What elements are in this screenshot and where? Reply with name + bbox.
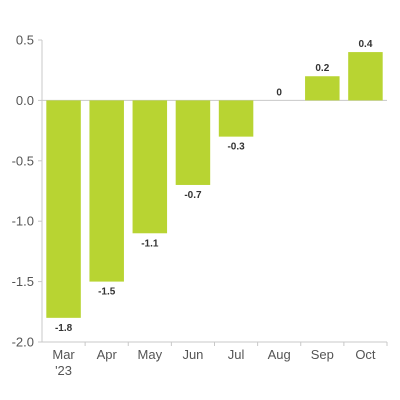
data-label: 0.2 — [315, 63, 329, 74]
bar — [348, 52, 383, 101]
data-label: -0.3 — [227, 142, 245, 153]
x-tick-label-line: '23 — [55, 363, 72, 378]
bar — [175, 100, 211, 185]
x-tick-label-line: Jun — [182, 347, 203, 362]
x-tick-label: Mar '23 — [52, 347, 75, 378]
x-axis-ticks: Mar '23 Apr May Jun Jul Aug Sep Oct — [52, 342, 388, 378]
x-tick-label-line: Oct — [355, 347, 376, 362]
data-labels: -1.8 -1.5 -1.1 -0.7 -0.3 0 0.2 0.4 — [55, 39, 373, 334]
x-tick-label: Jul — [228, 347, 245, 362]
y-tick-label: -1.0 — [12, 214, 34, 229]
x-tick-label-line: Mar — [52, 347, 75, 362]
data-label: -1.8 — [55, 323, 73, 334]
data-label: -0.7 — [184, 190, 202, 201]
x-tick-label-line: Apr — [97, 347, 118, 362]
bars — [46, 52, 383, 318]
bar — [132, 100, 168, 234]
x-tick-label-line: Aug — [268, 347, 291, 362]
data-label: -1.5 — [98, 287, 116, 298]
bar — [305, 76, 340, 101]
data-label: -1.1 — [141, 238, 159, 249]
data-label: 0.4 — [358, 39, 372, 50]
x-tick-label: Oct — [355, 347, 376, 362]
y-tick-label: -1.5 — [12, 274, 34, 289]
y-tick-label: 0.5 — [16, 33, 34, 48]
x-tick-label: Sep — [311, 347, 334, 362]
x-tick-label-line: Jul — [228, 347, 245, 362]
y-tick-label: -0.5 — [12, 153, 34, 168]
bar — [218, 100, 254, 137]
x-tick-label-line: May — [138, 347, 163, 362]
x-tick-label: May — [138, 347, 163, 362]
data-label: 0 — [276, 87, 282, 98]
bar — [46, 100, 81, 318]
x-tick-label: Apr — [97, 347, 118, 362]
x-tick-label: Jun — [182, 347, 203, 362]
x-tick-label-line: Sep — [311, 347, 334, 362]
bar — [89, 100, 124, 282]
y-axis-ticks: 0.5 0.0 -0.5 -1.0 -1.5 -2.0 — [12, 33, 42, 350]
y-tick-label: -2.0 — [12, 335, 34, 350]
x-tick-label: Aug — [268, 347, 291, 362]
y-tick-label: 0.0 — [16, 93, 34, 108]
